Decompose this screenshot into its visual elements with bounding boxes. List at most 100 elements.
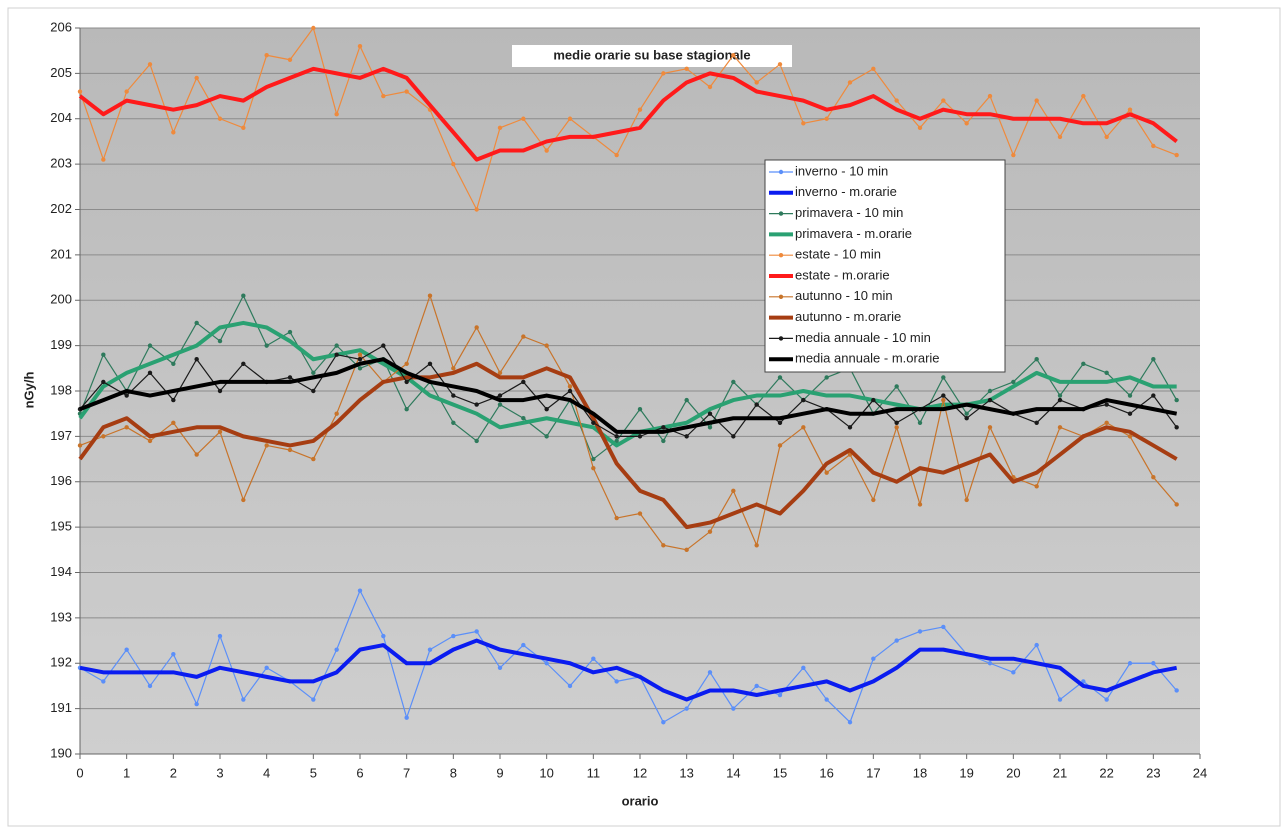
point <box>731 488 736 494</box>
point <box>334 411 339 416</box>
point <box>614 434 619 439</box>
point <box>1151 475 1156 480</box>
point <box>1127 661 1133 666</box>
x-tick-label: 9 <box>496 765 503 780</box>
point <box>941 397 946 403</box>
series-line-hourly <box>78 66 1178 162</box>
point <box>287 375 293 380</box>
y-tick-label: 200 <box>50 292 72 307</box>
point <box>1151 143 1156 149</box>
point <box>567 384 573 389</box>
point <box>1011 152 1016 158</box>
point <box>124 425 129 430</box>
point <box>1104 420 1109 425</box>
point <box>311 388 316 394</box>
point <box>894 638 899 643</box>
point <box>987 93 993 99</box>
x-tick-label: 0 <box>76 765 83 780</box>
point <box>917 125 923 131</box>
x-tick-label: 1 <box>123 765 130 780</box>
point <box>334 647 339 652</box>
y-tick-label: 204 <box>50 110 72 125</box>
point <box>357 43 363 49</box>
point <box>357 357 363 362</box>
point <box>544 343 549 348</box>
point <box>1081 93 1086 99</box>
point <box>847 80 853 85</box>
legend: inverno - 10 min inverno - m.orarie primav… <box>764 159 1006 373</box>
point <box>264 343 269 348</box>
series-line-hourly <box>79 638 1178 702</box>
legend-marker <box>778 336 784 341</box>
point <box>1034 98 1039 103</box>
point <box>1034 642 1039 648</box>
point <box>591 456 596 462</box>
point <box>614 679 619 684</box>
point <box>194 320 199 326</box>
x-tick-label: 7 <box>403 765 410 780</box>
point <box>614 438 619 444</box>
point <box>637 511 643 516</box>
point <box>777 692 783 698</box>
point <box>101 434 106 439</box>
point <box>77 89 83 94</box>
point <box>77 443 83 448</box>
legend-marker <box>778 211 784 216</box>
point <box>101 157 106 162</box>
point <box>1057 134 1063 140</box>
x-tick-label: 6 <box>356 765 363 780</box>
point <box>124 393 129 398</box>
point <box>871 397 876 403</box>
point <box>987 397 993 403</box>
point <box>941 624 946 630</box>
x-tick-label: 15 <box>773 765 787 780</box>
point <box>917 629 923 634</box>
legend-label: media annuale - m.orarie <box>795 351 940 366</box>
point <box>194 452 199 457</box>
point <box>241 361 246 366</box>
point <box>964 416 969 421</box>
point <box>241 293 246 298</box>
x-tick-label: 12 <box>633 765 647 780</box>
x-tick-label: 4 <box>263 765 270 780</box>
point <box>754 402 759 407</box>
point <box>707 529 713 534</box>
point <box>1011 379 1016 385</box>
series-line-10min <box>79 345 1178 437</box>
point <box>754 80 759 85</box>
point <box>264 443 269 448</box>
point <box>731 434 736 439</box>
point <box>661 438 666 444</box>
point <box>871 656 876 661</box>
series-line-10min <box>79 295 1178 460</box>
point <box>474 438 479 444</box>
grid: 1901911921931941951961971981992002012022… <box>50 19 1207 780</box>
point <box>521 642 526 648</box>
point <box>357 366 363 371</box>
legend-label: autunno - m.orarie <box>795 309 901 324</box>
point <box>217 116 223 121</box>
y-tick-label: 197 <box>50 428 72 443</box>
point <box>404 89 409 94</box>
point <box>147 683 153 689</box>
point <box>194 701 199 707</box>
point <box>684 434 689 439</box>
point <box>427 361 433 366</box>
legend-label: primavera - m.orarie <box>795 226 912 241</box>
point <box>497 393 503 398</box>
point <box>311 697 316 702</box>
legend-marker <box>778 294 784 299</box>
point <box>987 425 993 430</box>
point <box>614 515 619 521</box>
point <box>241 697 246 702</box>
point <box>987 388 993 394</box>
point <box>241 497 246 503</box>
point <box>637 107 643 112</box>
point <box>894 425 899 430</box>
point <box>847 720 853 725</box>
point <box>427 293 433 298</box>
legend-label: estate - 10 min <box>795 247 881 262</box>
point <box>567 683 573 689</box>
point <box>964 121 969 126</box>
